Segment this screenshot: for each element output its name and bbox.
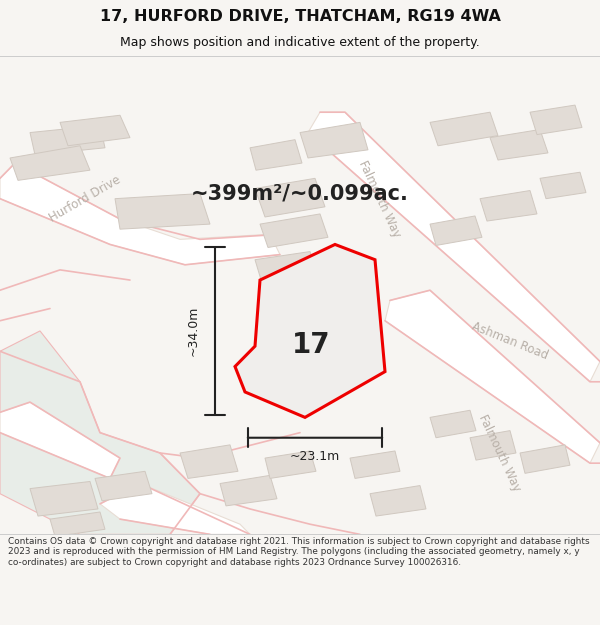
Polygon shape (255, 252, 318, 283)
Polygon shape (60, 115, 130, 146)
Polygon shape (260, 214, 328, 248)
Polygon shape (220, 476, 277, 506)
Polygon shape (0, 402, 120, 478)
Polygon shape (308, 112, 600, 382)
Polygon shape (490, 129, 548, 160)
Text: Contains OS data © Crown copyright and database right 2021. This information is : Contains OS data © Crown copyright and d… (8, 537, 589, 567)
Polygon shape (520, 445, 570, 473)
Polygon shape (0, 163, 280, 265)
Polygon shape (10, 146, 90, 181)
Polygon shape (430, 216, 482, 246)
Text: Falmouth Way: Falmouth Way (476, 412, 524, 494)
Polygon shape (95, 471, 152, 501)
Polygon shape (385, 290, 600, 463)
Text: Ashman Road: Ashman Road (470, 320, 550, 362)
Polygon shape (30, 126, 105, 155)
Polygon shape (0, 331, 200, 534)
Text: ~399m²/~0.099ac.: ~399m²/~0.099ac. (191, 184, 409, 204)
Text: Falmouth Way: Falmouth Way (356, 158, 404, 239)
Polygon shape (50, 512, 105, 536)
Polygon shape (180, 445, 238, 478)
Polygon shape (530, 105, 582, 134)
Text: 17: 17 (292, 331, 331, 359)
Polygon shape (430, 410, 476, 437)
Text: 17, HURFORD DRIVE, THATCHAM, RG19 4WA: 17, HURFORD DRIVE, THATCHAM, RG19 4WA (100, 9, 500, 24)
Polygon shape (300, 122, 368, 158)
Polygon shape (370, 486, 426, 516)
Text: ~34.0m: ~34.0m (187, 306, 199, 356)
Text: Hurford Drive: Hurford Drive (47, 173, 123, 224)
Text: Map shows position and indicative extent of the property.: Map shows position and indicative extent… (120, 36, 480, 49)
Polygon shape (235, 244, 385, 418)
Polygon shape (265, 451, 316, 478)
Polygon shape (540, 173, 586, 199)
Polygon shape (255, 178, 325, 217)
Polygon shape (480, 191, 537, 221)
Polygon shape (115, 194, 210, 229)
Polygon shape (100, 484, 250, 534)
Polygon shape (430, 112, 498, 146)
Text: ~23.1m: ~23.1m (290, 449, 340, 462)
Polygon shape (30, 481, 98, 516)
Polygon shape (350, 451, 400, 478)
Polygon shape (470, 431, 516, 460)
Polygon shape (250, 139, 302, 170)
